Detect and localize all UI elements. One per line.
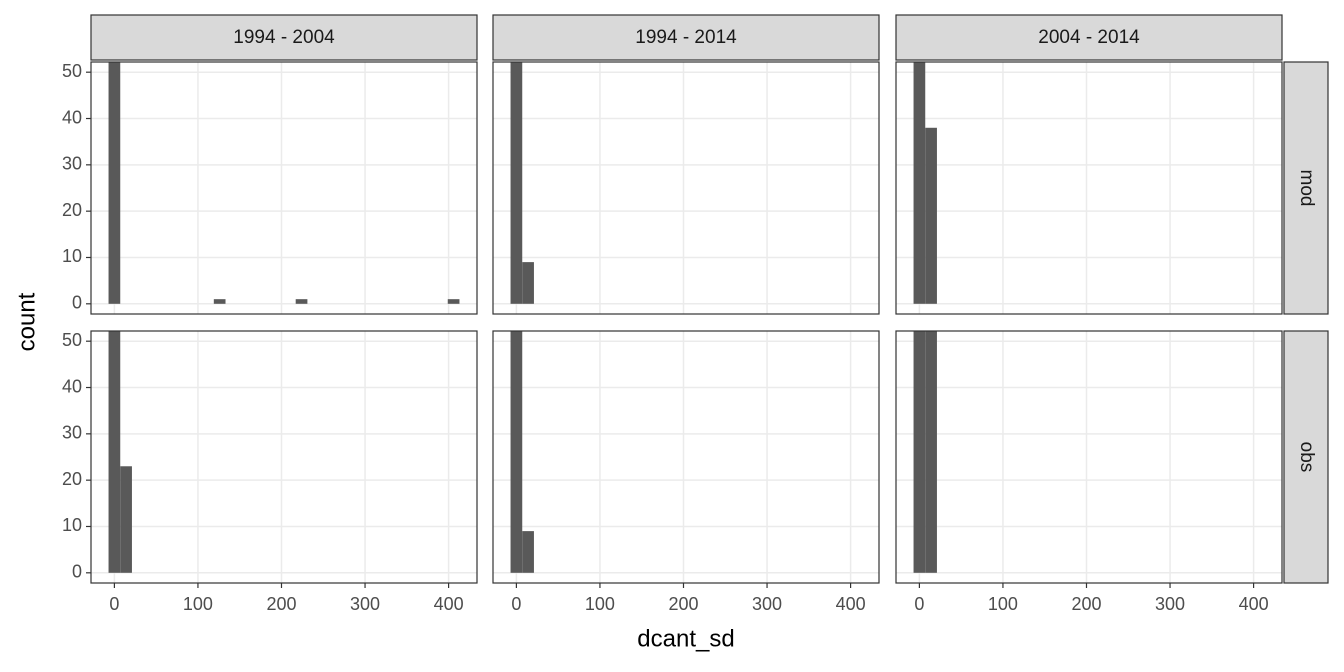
y-tick-label: 0 <box>72 293 82 313</box>
row-strip-label: mod <box>1296 170 1317 207</box>
x-axis-title: dcant_sd <box>637 625 734 652</box>
x-tick-label: 100 <box>585 594 615 614</box>
panel <box>493 62 879 314</box>
bar <box>120 466 132 573</box>
column-strip <box>90 14 478 61</box>
column-strip <box>895 14 1283 61</box>
panel-background <box>91 62 477 314</box>
bar <box>522 262 534 304</box>
bar <box>108 331 121 573</box>
x-tick-label: 0 <box>511 594 521 614</box>
panel <box>896 62 1282 314</box>
panel <box>91 62 477 314</box>
panel-border <box>90 61 478 315</box>
x-tick-label: 400 <box>1239 594 1269 614</box>
bar <box>522 531 534 573</box>
bar <box>510 62 523 304</box>
bar <box>925 127 937 304</box>
row-strip-label: obs <box>1296 442 1317 473</box>
panel-background <box>493 331 879 583</box>
panel <box>896 331 1282 583</box>
panel-border <box>895 61 1283 315</box>
y-tick-label: 30 <box>62 154 82 174</box>
y-axis-title: count <box>13 292 40 351</box>
panel-background <box>91 331 477 583</box>
bar <box>447 299 460 304</box>
y-tick-label: 20 <box>62 469 82 489</box>
y-tick-label: 30 <box>62 423 82 443</box>
x-tick-label: 300 <box>1155 594 1185 614</box>
bar <box>510 331 523 573</box>
y-tick-label: 10 <box>62 515 82 535</box>
bar <box>295 299 308 304</box>
panel-border <box>895 330 1283 584</box>
column-strip <box>492 14 880 61</box>
panel-background <box>896 62 1282 314</box>
y-tick-label: 50 <box>62 330 82 350</box>
bar <box>925 331 937 573</box>
panel-background <box>896 331 1282 583</box>
x-tick-label: 200 <box>266 594 296 614</box>
x-tick-label: 100 <box>183 594 213 614</box>
panel-border <box>90 330 478 584</box>
y-tick-label: 0 <box>72 562 82 582</box>
panel-border <box>492 330 880 584</box>
x-tick-label: 0 <box>914 594 924 614</box>
panel <box>91 331 477 583</box>
row-strip <box>1283 330 1329 584</box>
bar <box>913 331 926 573</box>
bar <box>213 299 226 304</box>
y-tick-label: 40 <box>62 107 82 127</box>
y-tick-label: 50 <box>62 61 82 81</box>
x-tick-label: 300 <box>752 594 782 614</box>
panel-background <box>493 62 879 314</box>
row-strip <box>1283 61 1329 315</box>
x-tick-label: 400 <box>836 594 866 614</box>
column-strip-label: 1994 - 2004 <box>233 27 335 48</box>
column-strip-label: 2004 - 2014 <box>1038 27 1140 48</box>
column-strip-label: 1994 - 2014 <box>635 27 737 48</box>
panel-border <box>492 61 880 315</box>
bar <box>108 62 121 304</box>
x-tick-label: 100 <box>988 594 1018 614</box>
bar <box>913 62 926 304</box>
x-tick-label: 0 <box>109 594 119 614</box>
panel <box>493 331 879 583</box>
x-tick-label: 400 <box>434 594 464 614</box>
y-tick-label: 20 <box>62 200 82 220</box>
x-tick-label: 200 <box>668 594 698 614</box>
x-tick-label: 300 <box>350 594 380 614</box>
y-tick-label: 10 <box>62 246 82 266</box>
y-tick-label: 40 <box>62 376 82 396</box>
x-tick-label: 200 <box>1071 594 1101 614</box>
